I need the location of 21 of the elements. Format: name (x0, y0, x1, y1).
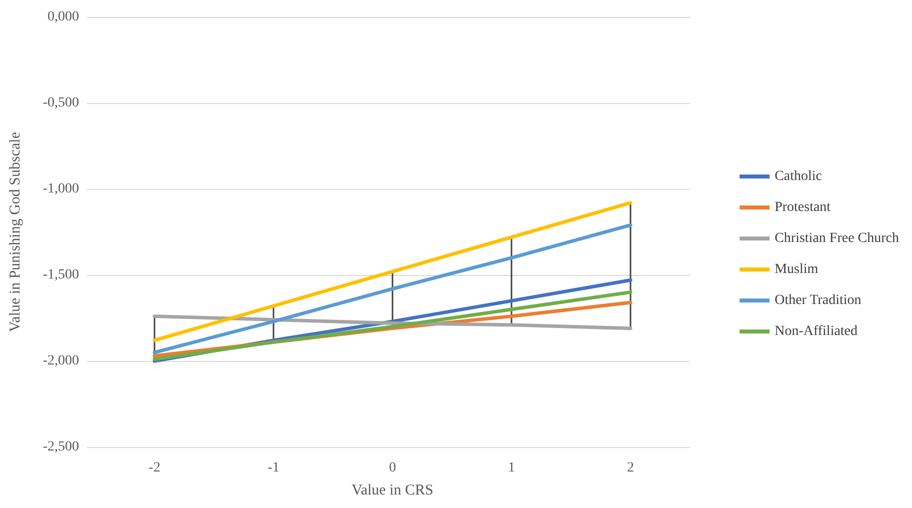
y-tick-label: 0,000 (48, 10, 79, 24)
y-axis-title: Value in Punishing God Subscale (8, 132, 24, 332)
line-series (152, 314, 632, 330)
y-tick-label: -1,500 (42, 268, 79, 282)
y-tick-label: -2,500 (42, 440, 79, 454)
legend-label: Muslim (774, 262, 818, 277)
legend-label: Catholic (774, 169, 822, 184)
x-tick-label: -2 (148, 460, 160, 476)
legend-label: Christian Free Church (774, 231, 899, 246)
x-tick-label: -1 (268, 460, 280, 476)
x-tick-label: 1 (508, 460, 515, 476)
legend-label: Protestant (774, 200, 831, 215)
legend-label: Non-Affiliated (774, 324, 858, 339)
y-tick-label: -0,500 (42, 96, 79, 110)
line-series (152, 290, 632, 362)
x-axis-title: Value in CRS (352, 482, 434, 498)
legend-label: Other Tradition (774, 293, 862, 308)
y-tick-label: -1,000 (42, 182, 79, 196)
x-tick-label: 0 (389, 460, 396, 476)
x-tick-label: 2 (627, 460, 634, 476)
y-tick-label: -2,000 (42, 354, 79, 368)
